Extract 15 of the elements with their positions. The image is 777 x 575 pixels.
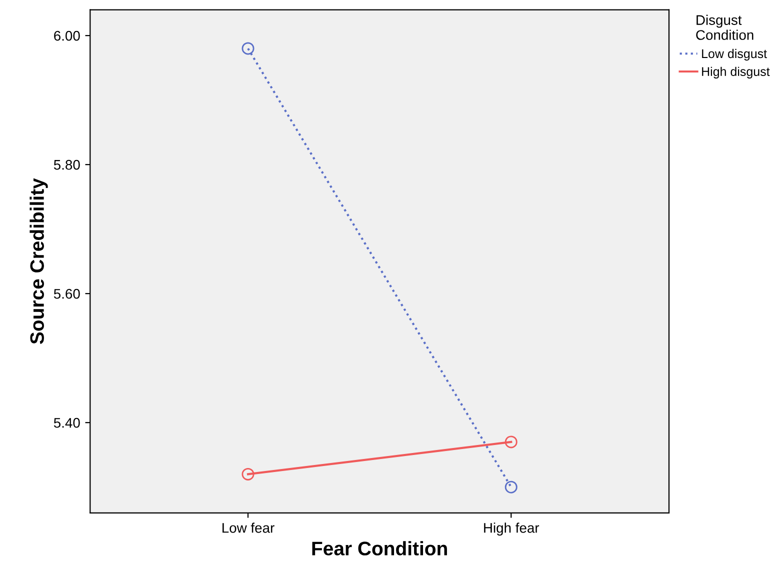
y-axis-title: Source Credibility — [30, 178, 48, 344]
y-tick-label: 6.00 — [54, 30, 80, 41]
legend-label: Low disgust — [702, 48, 767, 61]
point — [504, 480, 518, 494]
x-tick-label: High fear — [484, 522, 540, 536]
x-tick-label: Low fear — [222, 522, 274, 533]
point — [504, 436, 518, 448]
legend-title: Disgust Condition — [696, 14, 754, 40]
legend-label: High disgust — [702, 66, 770, 78]
point — [242, 468, 254, 480]
y-tick-label: 5.40 — [54, 418, 80, 428]
y-tick-label: 5.80 — [54, 160, 80, 170]
y-tick-label: 5.60 — [54, 288, 80, 299]
x-axis-title: Fear Condition — [312, 541, 447, 556]
point — [242, 42, 254, 55]
